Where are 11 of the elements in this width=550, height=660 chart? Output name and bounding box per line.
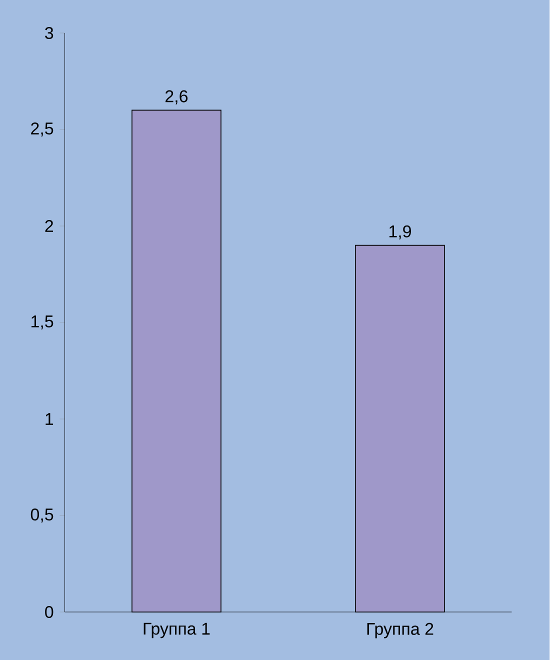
data-label: 2,6 xyxy=(166,90,188,104)
y-tick-label: 1 xyxy=(46,413,54,425)
x-tick-label: Группа 2 xyxy=(367,622,434,638)
y-tick-label: 0 xyxy=(45,606,54,618)
x-tick-label: Группа 1 xyxy=(144,622,210,638)
y-tick-label: 2,5 xyxy=(31,122,54,137)
y-tick-label: 2 xyxy=(45,220,54,232)
y-tick-label: 1,5 xyxy=(32,316,54,330)
y-tick-label: 0,5 xyxy=(31,508,54,523)
data-label: 1,9 xyxy=(390,225,412,240)
y-tick-label: 3 xyxy=(45,26,54,40)
